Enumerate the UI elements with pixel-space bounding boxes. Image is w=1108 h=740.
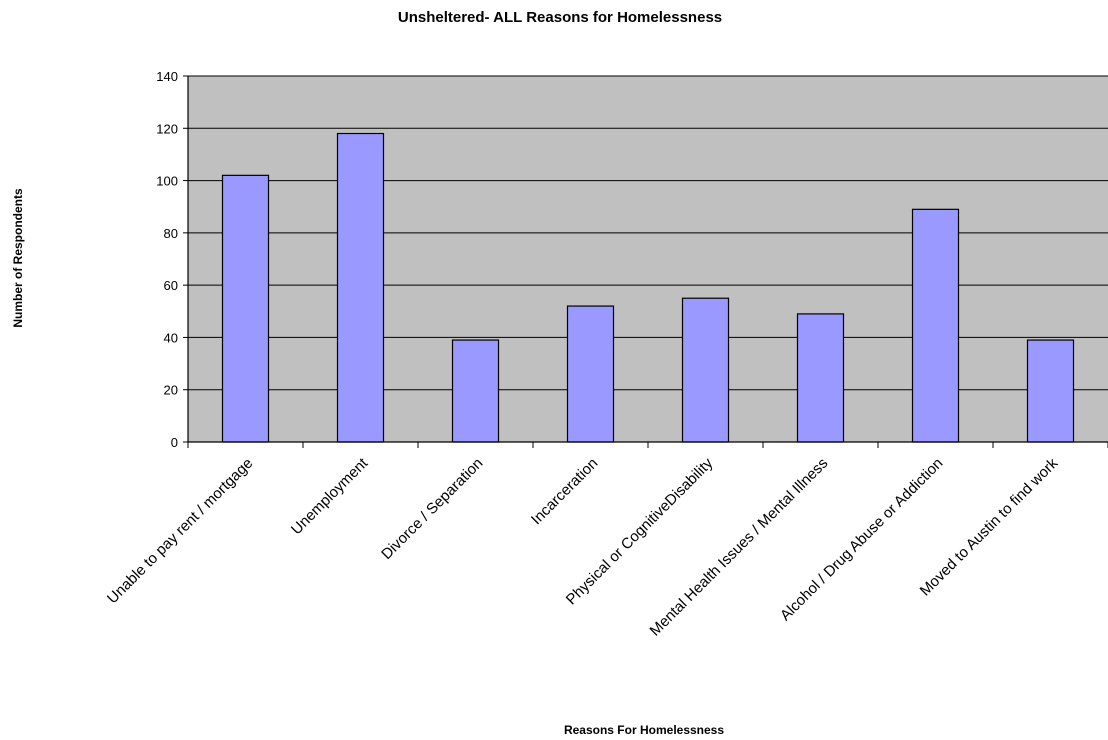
bar	[566, 305, 615, 443]
y-tick-label: 140	[156, 69, 178, 84]
x-axis-ticks: Unable to pay rent / mortgage Unemploymen…	[104, 442, 1108, 640]
bar	[1026, 339, 1075, 443]
y-axis-title: Number of Respondents	[11, 188, 25, 328]
bars	[221, 132, 1075, 443]
y-axis-ticks: 0 20 40 60 80 100 120 140	[156, 69, 188, 450]
x-tick-label: Divorce / Separation	[378, 455, 486, 563]
y-tick-label: 100	[156, 174, 178, 189]
y-tick-label: 80	[164, 226, 178, 241]
bar	[911, 208, 960, 443]
x-tick-label: Incarceration	[528, 455, 601, 528]
bar	[336, 132, 385, 443]
y-tick-label: 40	[164, 330, 178, 345]
x-tick-label: Moved to Austin to find work	[917, 454, 1062, 599]
x-tick-label: Mental Health Issues / Mental Illness	[647, 455, 832, 640]
bar	[681, 297, 730, 443]
bar	[451, 339, 500, 443]
y-tick-label: 120	[156, 121, 178, 136]
chart-title: Unsheltered- ALL Reasons for Homelessnes…	[398, 9, 722, 26]
x-axis-title: Reasons For Homelessness	[564, 723, 724, 737]
plot-area	[188, 76, 1108, 442]
x-tick-label: Unemployment	[288, 454, 372, 538]
y-tick-label: 20	[164, 383, 178, 398]
y-tick-label: 60	[164, 278, 178, 293]
bar	[221, 174, 270, 443]
x-tick-label: Unable to pay rent / mortgage	[104, 455, 256, 607]
bar	[796, 313, 845, 443]
y-tick-label: 0	[171, 435, 178, 450]
